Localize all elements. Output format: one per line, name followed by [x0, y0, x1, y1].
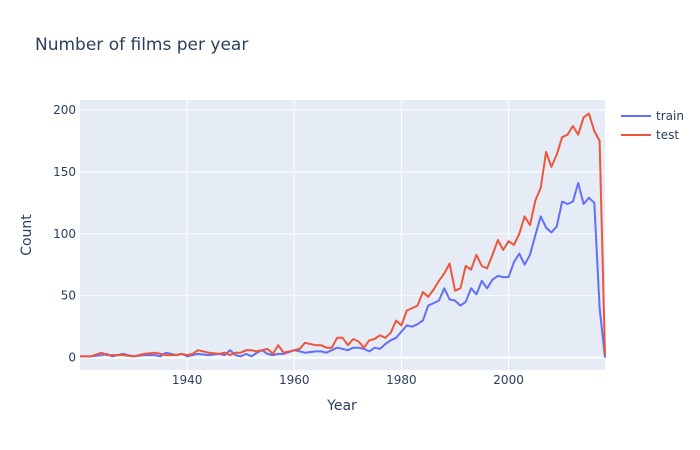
x-axis-title: Year: [326, 398, 357, 414]
y-tick-label: 100: [53, 227, 76, 241]
gridlines: [80, 100, 605, 370]
x-tick-label: 1960: [279, 373, 310, 387]
legend-label-train[interactable]: train: [656, 109, 684, 123]
plot-area[interactable]: [80, 100, 605, 370]
series-line-train[interactable]: [80, 182, 606, 358]
x-tick-label: 1980: [386, 373, 417, 387]
series-line-test[interactable]: [80, 112, 606, 358]
y-tick-label: 200: [53, 103, 76, 117]
y-axis-title: Count: [19, 214, 35, 256]
chart-title: Number of films per year: [35, 35, 248, 55]
y-tick-label: 150: [53, 165, 76, 179]
x-tick-label: 1940: [172, 373, 203, 387]
y-tick-label: 50: [61, 289, 76, 303]
tick-labels: 1940 1960 1980 2000 0 50 100 150 200: [53, 103, 524, 387]
series-lines: [80, 112, 606, 358]
y-tick-label: 0: [68, 351, 76, 365]
legend: train test: [621, 109, 684, 142]
legend-label-test[interactable]: test: [656, 128, 679, 142]
x-tick-label: 2000: [493, 373, 524, 387]
